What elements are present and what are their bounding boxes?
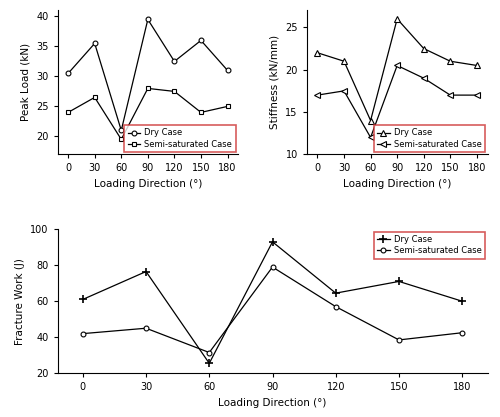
Semi-saturated Case — [198, 110, 204, 115]
Semi-saturated Case — [145, 86, 151, 91]
Dry Case — [198, 38, 204, 43]
Dry Case — [80, 297, 86, 302]
Dry Case — [448, 59, 454, 64]
Line: Dry Case: Dry Case — [79, 238, 466, 367]
X-axis label: Loading Direction (°): Loading Direction (°) — [343, 179, 452, 189]
Line: Semi-saturated Case: Semi-saturated Case — [66, 86, 230, 142]
Dry Case — [341, 59, 347, 64]
Semi-saturated Case — [448, 93, 454, 98]
X-axis label: Loading Direction (°): Loading Direction (°) — [218, 398, 326, 408]
Line: Semi-saturated Case: Semi-saturated Case — [314, 63, 480, 141]
Legend: Dry Case, Semi-saturated Case: Dry Case, Semi-saturated Case — [374, 232, 485, 259]
Semi-saturated Case — [65, 110, 71, 115]
Dry Case — [394, 16, 400, 21]
Dry Case — [459, 299, 465, 304]
Dry Case — [92, 41, 98, 46]
Semi-saturated Case — [314, 93, 320, 98]
Dry Case — [143, 269, 149, 274]
Semi-saturated Case — [332, 304, 338, 309]
Dry Case — [224, 68, 230, 73]
Dry Case — [206, 361, 212, 366]
Line: Dry Case: Dry Case — [66, 17, 230, 133]
Semi-saturated Case — [396, 337, 402, 342]
Line: Dry Case: Dry Case — [314, 16, 480, 123]
Semi-saturated Case — [172, 89, 177, 94]
Dry Case — [332, 291, 338, 296]
X-axis label: Loading Direction (°): Loading Direction (°) — [94, 179, 202, 189]
Semi-saturated Case — [474, 93, 480, 98]
Dry Case — [314, 50, 320, 55]
Dry Case — [145, 17, 151, 22]
Dry Case — [420, 46, 426, 51]
Dry Case — [368, 118, 374, 123]
Legend: Dry Case, Semi-saturated Case: Dry Case, Semi-saturated Case — [124, 125, 236, 152]
Semi-saturated Case — [118, 137, 124, 142]
Dry Case — [172, 59, 177, 64]
Semi-saturated Case — [270, 264, 276, 269]
Dry Case — [65, 71, 71, 76]
Dry Case — [396, 279, 402, 284]
Y-axis label: Stiffness (kN/mm): Stiffness (kN/mm) — [270, 35, 280, 129]
Semi-saturated Case — [80, 331, 86, 336]
Dry Case — [118, 128, 124, 133]
Semi-saturated Case — [206, 350, 212, 355]
Legend: Dry Case, Semi-saturated Case: Dry Case, Semi-saturated Case — [374, 125, 485, 152]
Semi-saturated Case — [224, 104, 230, 109]
Semi-saturated Case — [394, 63, 400, 68]
Dry Case — [474, 63, 480, 68]
Dry Case — [270, 239, 276, 244]
Y-axis label: Fracture Work (J): Fracture Work (J) — [14, 258, 24, 345]
Semi-saturated Case — [420, 75, 426, 80]
Semi-saturated Case — [92, 95, 98, 100]
Y-axis label: Peak Load (kN): Peak Load (kN) — [20, 43, 30, 121]
Semi-saturated Case — [368, 135, 374, 140]
Semi-saturated Case — [341, 88, 347, 93]
Semi-saturated Case — [459, 330, 465, 335]
Semi-saturated Case — [143, 326, 149, 331]
Line: Semi-saturated Case: Semi-saturated Case — [80, 265, 464, 355]
